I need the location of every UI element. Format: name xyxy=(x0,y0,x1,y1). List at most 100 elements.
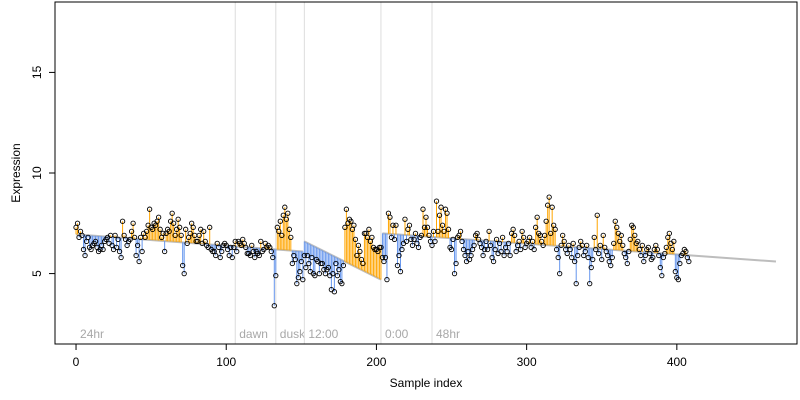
data-point xyxy=(234,248,240,255)
data-point xyxy=(142,234,148,241)
annotation-label: dusk xyxy=(280,327,306,341)
data-point xyxy=(331,289,338,295)
data-point xyxy=(600,232,606,239)
data-point xyxy=(671,238,677,245)
data-point xyxy=(282,204,288,210)
data-point xyxy=(519,228,525,234)
annotation-label: 12:00 xyxy=(308,327,338,341)
data-point xyxy=(303,264,309,271)
baseline-segment xyxy=(382,232,777,263)
data-point xyxy=(545,202,551,208)
data-point xyxy=(171,220,177,226)
data-point xyxy=(614,224,620,230)
data-point xyxy=(499,234,506,241)
data-point xyxy=(457,228,464,234)
data-point xyxy=(134,242,141,249)
data-point xyxy=(510,226,516,232)
data-point xyxy=(408,236,414,243)
data-point xyxy=(118,254,124,261)
data-point xyxy=(116,248,123,255)
data-point xyxy=(564,250,570,257)
data-point xyxy=(249,242,255,249)
data-point xyxy=(570,240,576,247)
data-point xyxy=(532,224,539,230)
data-point xyxy=(298,258,304,265)
data-point xyxy=(490,258,497,265)
data-point xyxy=(190,224,196,230)
annotation-label: 24hr xyxy=(80,327,104,341)
data-point xyxy=(663,244,669,251)
data-point xyxy=(393,222,399,228)
data-point xyxy=(219,248,225,255)
data-point xyxy=(330,270,336,277)
data-point xyxy=(555,254,561,261)
data-point xyxy=(210,248,216,255)
data-point xyxy=(286,226,292,232)
data-point xyxy=(297,268,303,275)
data-point xyxy=(436,212,443,218)
data-point xyxy=(384,276,390,283)
data-point xyxy=(669,246,675,253)
data-point xyxy=(654,246,660,253)
data-point xyxy=(481,246,488,253)
data-point xyxy=(376,244,383,251)
data-point xyxy=(675,276,681,283)
data-point xyxy=(623,254,629,261)
data-point xyxy=(599,256,605,263)
data-point xyxy=(432,238,438,245)
data-point xyxy=(366,226,372,232)
baseline-segment xyxy=(303,240,382,281)
annotation-label: 0:00 xyxy=(385,327,409,341)
data-point xyxy=(270,254,276,261)
data-point xyxy=(334,272,341,279)
data-point xyxy=(292,256,298,263)
data-point xyxy=(433,198,440,204)
data-point xyxy=(677,260,683,267)
y-tick-label: 15 xyxy=(30,65,44,79)
x-tick-label: 0 xyxy=(73,355,80,369)
data-point xyxy=(659,272,665,279)
data-point xyxy=(582,248,588,255)
x-tick-label: 300 xyxy=(517,355,537,369)
data-point xyxy=(342,224,348,230)
data-point xyxy=(340,262,347,269)
data-point xyxy=(155,214,162,220)
data-point xyxy=(597,242,603,249)
data-point xyxy=(228,244,234,251)
x-tick-label: 200 xyxy=(366,355,386,369)
data-point xyxy=(683,248,689,255)
data-point xyxy=(354,252,360,259)
data-point xyxy=(418,232,425,239)
annotation-layer: 24hr dawn dusk 12:00 0:00 48hr xyxy=(80,2,460,344)
data-point xyxy=(285,210,291,216)
data-point xyxy=(596,250,602,257)
data-point xyxy=(80,246,87,253)
data-point xyxy=(620,242,626,249)
data-point xyxy=(548,230,554,237)
data-point xyxy=(412,230,419,237)
data-point xyxy=(288,234,294,241)
data-point xyxy=(343,206,350,212)
data-point xyxy=(351,222,357,228)
data-point xyxy=(593,246,599,253)
data-point xyxy=(309,254,315,261)
data-point xyxy=(557,270,563,277)
data-point xyxy=(438,204,444,210)
data-point xyxy=(399,246,405,253)
data-point xyxy=(360,260,366,267)
data-point xyxy=(325,264,332,271)
data-point xyxy=(177,224,183,230)
data-point xyxy=(161,248,168,255)
data-point xyxy=(409,242,416,249)
data-point xyxy=(493,236,500,243)
data-point xyxy=(450,236,456,243)
data-point xyxy=(501,252,507,259)
data-point xyxy=(540,242,546,249)
data-point xyxy=(441,228,447,234)
data-point xyxy=(113,244,120,251)
data-point xyxy=(415,244,422,251)
data-point xyxy=(630,224,636,230)
data-point xyxy=(465,248,471,255)
data-point xyxy=(439,222,446,228)
data-point xyxy=(492,246,498,253)
